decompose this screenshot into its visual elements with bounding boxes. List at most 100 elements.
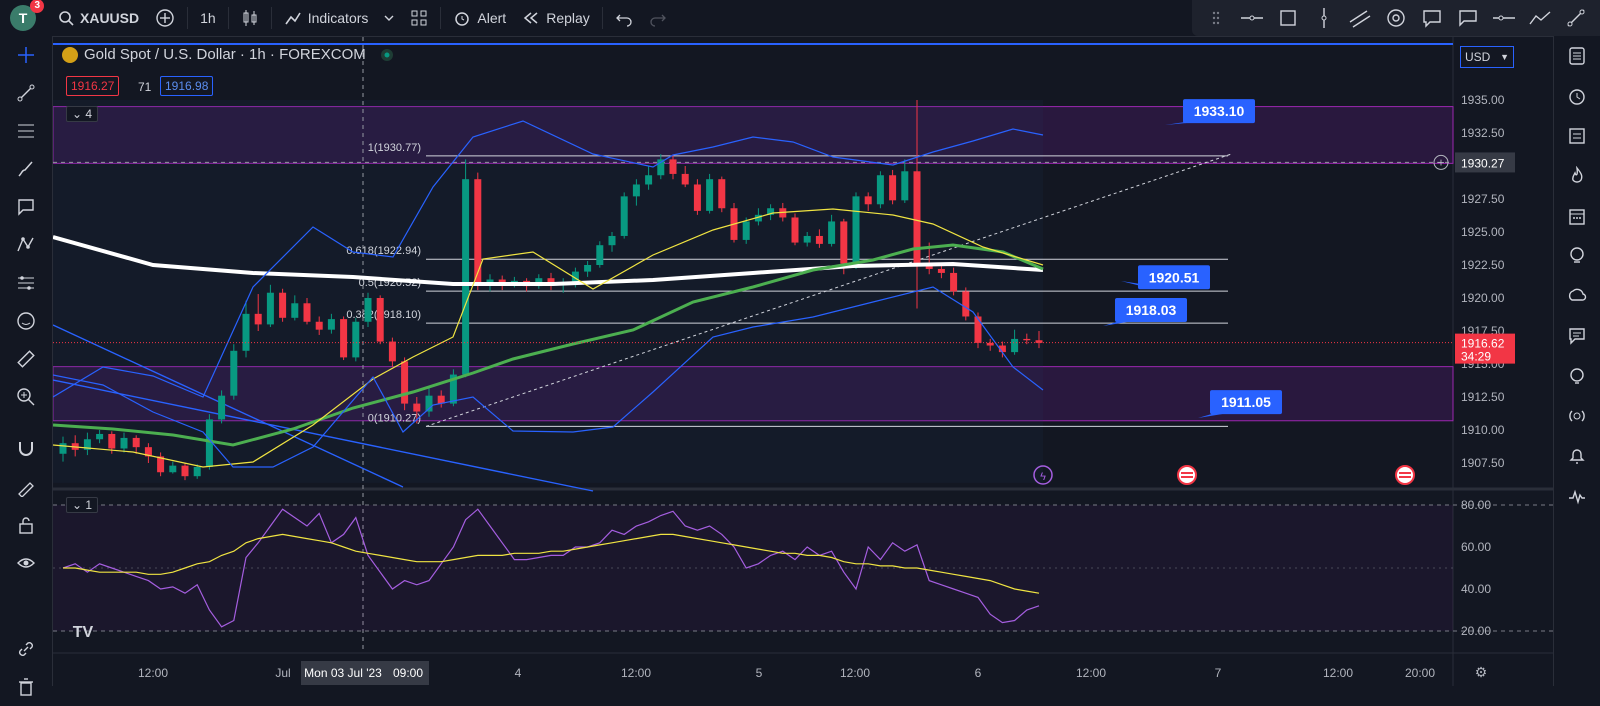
candle[interactable] (1011, 338, 1019, 353)
candle[interactable] (632, 184, 640, 197)
candle[interactable] (376, 298, 384, 342)
candle[interactable] (120, 437, 128, 449)
candle[interactable] (449, 374, 457, 404)
currency-selector[interactable]: USD ▼ (1460, 46, 1514, 68)
candle[interactable] (840, 221, 848, 264)
rsi-ma-line[interactable] (63, 533, 1040, 594)
candle[interactable] (315, 321, 323, 330)
price-callout[interactable] (1115, 298, 1187, 323)
path-tool[interactable] (1522, 0, 1558, 36)
pulse-button[interactable] (1554, 476, 1600, 516)
candle[interactable] (620, 196, 628, 236)
candle[interactable] (218, 395, 226, 420)
candle[interactable] (352, 321, 360, 358)
candle[interactable] (157, 456, 165, 473)
ma-20-line[interactable] (52, 208, 1044, 468)
zoom-in-button[interactable] (0, 378, 52, 416)
candle[interactable] (327, 319, 335, 330)
indicators-dropdown[interactable] (376, 0, 402, 36)
candle[interactable] (474, 179, 482, 283)
interval-button[interactable]: 1h (200, 10, 216, 26)
undo-button[interactable] (607, 0, 641, 36)
candle[interactable] (669, 159, 677, 174)
magnet-button[interactable] (0, 430, 52, 468)
chart-area[interactable]: 1(1930.77)0.618(1922.94)0.5(1920.52)0.38… (52, 37, 1554, 686)
pattern-button[interactable] (0, 226, 52, 264)
candle[interactable] (754, 214, 762, 222)
candle[interactable] (193, 466, 201, 477)
eye-button[interactable] (0, 544, 52, 582)
layouts-button[interactable] (402, 0, 436, 36)
candle[interactable] (645, 175, 653, 185)
lock-draw-button[interactable] (0, 468, 52, 506)
lock-button[interactable] (0, 506, 52, 544)
candle[interactable] (889, 175, 897, 201)
candle[interactable] (950, 272, 958, 292)
candle[interactable] (986, 342, 994, 346)
candle[interactable] (242, 313, 250, 351)
ask-price[interactable]: 1916.98 (160, 76, 214, 96)
channel-line-upper[interactable] (52, 324, 404, 488)
dashed-trendline[interactable] (425, 153, 1232, 427)
help-button[interactable] (1554, 356, 1600, 396)
rsi-line[interactable] (62, 508, 1040, 628)
candle[interactable] (96, 433, 104, 440)
redo-button[interactable] (641, 0, 675, 36)
watchlist-button[interactable] (1554, 36, 1600, 76)
hotlist-button[interactable] (1554, 156, 1600, 196)
candle[interactable] (205, 419, 213, 467)
text-button[interactable] (0, 188, 52, 226)
candle[interactable] (547, 278, 555, 285)
candle[interactable] (303, 303, 311, 322)
candle[interactable] (767, 208, 775, 215)
candle[interactable] (59, 443, 67, 454)
emoji-button[interactable] (0, 302, 52, 340)
drag-handle[interactable] (1198, 0, 1234, 36)
price-callout[interactable] (1210, 390, 1282, 415)
chat-button[interactable] (1554, 316, 1600, 356)
bid-price[interactable]: 1916.27 (66, 76, 120, 96)
horizontal-line-tool[interactable] (1234, 0, 1270, 36)
indicators-button[interactable]: Indicators (276, 0, 377, 36)
candle[interactable] (901, 171, 909, 201)
note-tool[interactable] (1450, 0, 1486, 36)
candle[interactable] (169, 465, 177, 473)
candle[interactable] (828, 221, 836, 244)
fib-circle-tool[interactable] (1378, 0, 1414, 36)
streams-button[interactable] (1554, 276, 1600, 316)
candle[interactable] (962, 291, 970, 317)
parallel-channel-tool[interactable] (1342, 0, 1378, 36)
trend-line-tool[interactable] (1558, 0, 1594, 36)
chart-type-button[interactable] (233, 0, 267, 36)
chart-canvas[interactable]: 1(1930.77)0.618(1922.94)0.5(1920.52)0.38… (52, 37, 1554, 686)
vertical-line-tool[interactable] (1306, 0, 1342, 36)
bollinger-lower[interactable] (52, 286, 1044, 468)
candle[interactable] (718, 179, 726, 209)
candle[interactable] (852, 196, 860, 264)
candle[interactable] (462, 179, 470, 375)
calendar-list-button[interactable] (1554, 116, 1600, 156)
candle[interactable] (1035, 340, 1043, 343)
candle[interactable] (181, 465, 189, 477)
settings-gear-icon[interactable]: ⚙ (1475, 664, 1488, 680)
fib-button[interactable] (0, 112, 52, 150)
replay-button[interactable]: Replay (514, 0, 598, 36)
add-alert-icon[interactable] (1433, 154, 1449, 170)
price-callout[interactable] (1138, 265, 1210, 290)
candle[interactable] (913, 171, 921, 264)
crosshair-button[interactable] (0, 36, 52, 74)
candle[interactable] (486, 279, 494, 283)
candle[interactable] (254, 313, 262, 325)
candle[interactable] (706, 179, 714, 211)
alert-button[interactable]: Alert (445, 0, 514, 36)
candle[interactable] (803, 235, 811, 243)
ma-200-line[interactable] (52, 235, 1044, 286)
candle[interactable] (279, 292, 287, 318)
candle[interactable] (864, 196, 872, 205)
bollinger-upper[interactable] (52, 120, 1044, 398)
link-button[interactable] (0, 630, 52, 668)
candle[interactable] (364, 298, 372, 322)
us-flag-event-icon[interactable] (1395, 465, 1415, 485)
callout-tool[interactable] (1414, 0, 1450, 36)
candle[interactable] (132, 437, 140, 448)
